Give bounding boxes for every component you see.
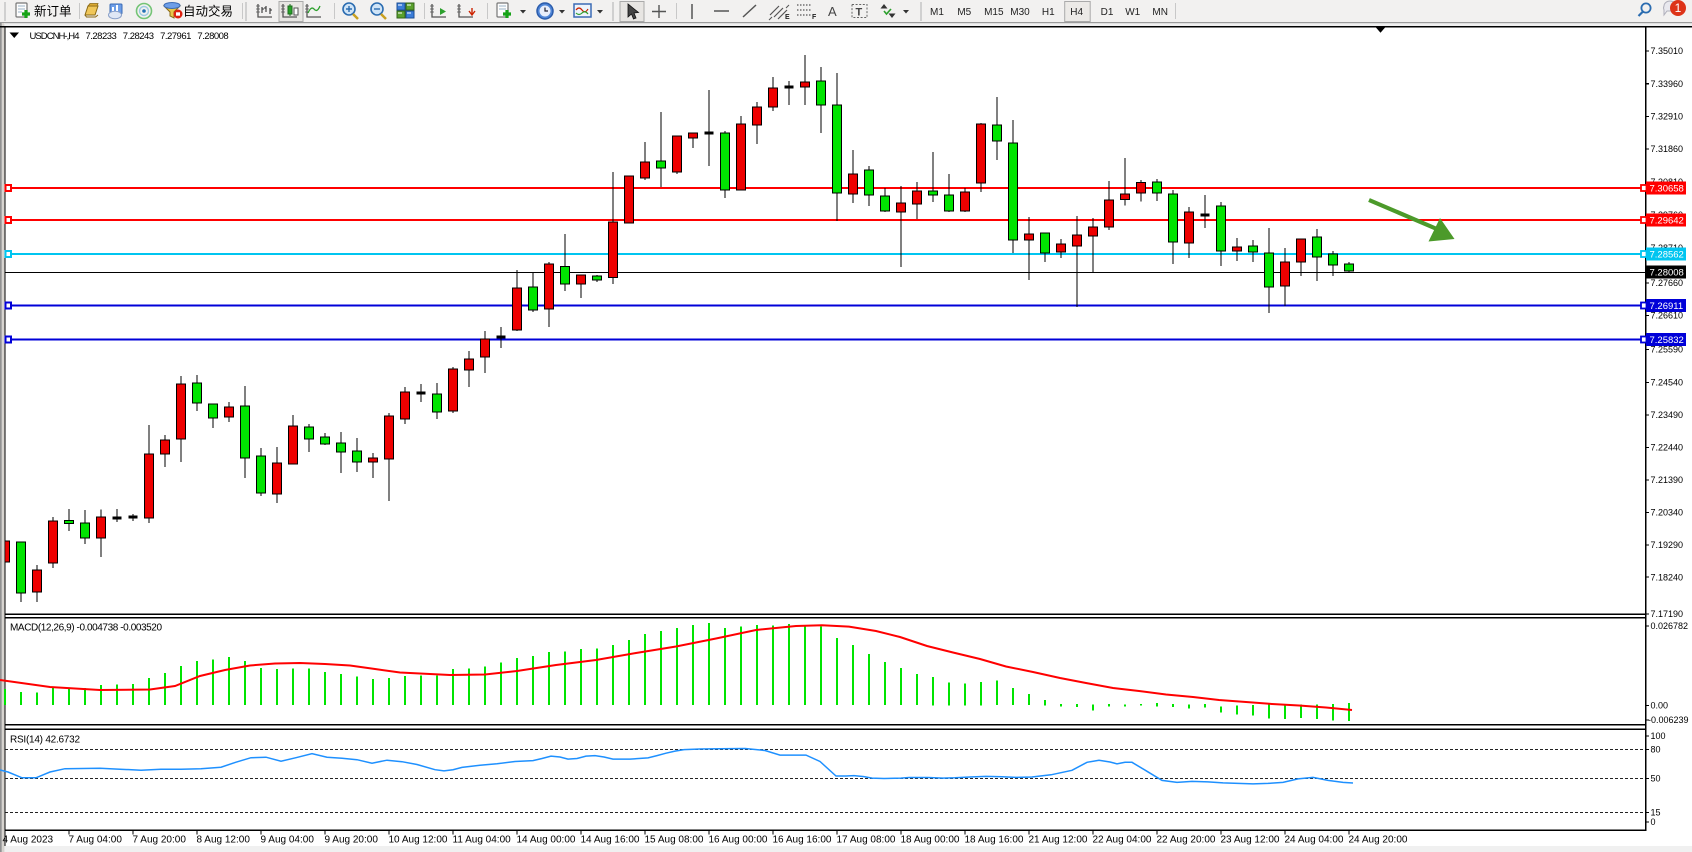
- svg-text:A: A: [828, 4, 837, 19]
- svg-text:50: 50: [1651, 774, 1661, 784]
- svg-text:16 Aug 00:00: 16 Aug 00:00: [709, 835, 768, 846]
- svg-text:16 Aug 16:00: 16 Aug 16:00: [773, 835, 832, 846]
- svg-text:1: 1: [1675, 1, 1682, 15]
- svg-text:15 Aug 08:00: 15 Aug 08:00: [645, 835, 704, 846]
- svg-text:7.29642: 7.29642: [1650, 216, 1684, 227]
- svg-text:7.17190: 7.17190: [1651, 609, 1684, 619]
- svg-text:7 Aug 04:00: 7 Aug 04:00: [69, 835, 123, 846]
- svg-text:E: E: [785, 14, 790, 21]
- svg-text:24 Aug 20:00: 24 Aug 20:00: [1349, 835, 1408, 846]
- svg-text:7.28008: 7.28008: [1650, 268, 1684, 279]
- svg-text:7.28008: 7.28008: [197, 31, 228, 42]
- svg-text:7.32910: 7.32910: [1651, 112, 1684, 122]
- svg-text:M15: M15: [984, 7, 1004, 18]
- svg-text:4 Aug 2023: 4 Aug 2023: [3, 835, 54, 846]
- svg-text:15: 15: [1651, 808, 1661, 818]
- svg-text:22 Aug 04:00: 22 Aug 04:00: [1093, 835, 1152, 846]
- svg-text:0: 0: [1651, 817, 1656, 827]
- svg-text:80: 80: [1651, 745, 1661, 755]
- svg-text:RSI(14) 42.6732: RSI(14) 42.6732: [10, 735, 80, 746]
- svg-text:H1: H1: [1042, 7, 1055, 18]
- svg-text:7.27961: 7.27961: [160, 31, 191, 42]
- svg-text:USDCNH-,H4: USDCNH-,H4: [30, 31, 80, 42]
- svg-text:22 Aug 20:00: 22 Aug 20:00: [1157, 835, 1216, 846]
- svg-text:9 Aug 04:00: 9 Aug 04:00: [261, 835, 315, 846]
- svg-text:7.25832: 7.25832: [1650, 335, 1684, 346]
- svg-text:D1: D1: [1101, 7, 1114, 18]
- svg-text:7.23490: 7.23490: [1651, 410, 1684, 420]
- svg-text:自动交易: 自动交易: [183, 4, 233, 19]
- svg-text:M5: M5: [957, 7, 971, 18]
- svg-text:7.19290: 7.19290: [1651, 540, 1684, 550]
- svg-text:7.26610: 7.26610: [1651, 311, 1684, 321]
- svg-text:14 Aug 00:00: 14 Aug 00:00: [517, 835, 576, 846]
- svg-text:M1: M1: [930, 7, 944, 18]
- svg-text:18 Aug 16:00: 18 Aug 16:00: [965, 835, 1024, 846]
- svg-text:7.30658: 7.30658: [1650, 184, 1684, 195]
- svg-text:7.25590: 7.25590: [1651, 345, 1684, 355]
- svg-text:7.31860: 7.31860: [1651, 144, 1684, 154]
- svg-text:7.33960: 7.33960: [1651, 79, 1684, 89]
- svg-text:7.21390: 7.21390: [1651, 475, 1684, 485]
- svg-text:7.20340: 7.20340: [1651, 508, 1684, 518]
- svg-text:7.28562: 7.28562: [1650, 250, 1684, 261]
- svg-text:100: 100: [1651, 731, 1666, 741]
- svg-text:W1: W1: [1125, 7, 1140, 18]
- svg-text:10 Aug 12:00: 10 Aug 12:00: [389, 835, 448, 846]
- svg-text:7.22440: 7.22440: [1651, 443, 1684, 453]
- svg-text:7.24540: 7.24540: [1651, 378, 1684, 388]
- svg-text:F: F: [812, 14, 817, 21]
- svg-text:MN: MN: [1152, 7, 1168, 18]
- svg-text:7.18240: 7.18240: [1651, 572, 1684, 582]
- svg-text:8 Aug 12:00: 8 Aug 12:00: [197, 835, 251, 846]
- svg-text:23 Aug 12:00: 23 Aug 12:00: [1221, 835, 1280, 846]
- svg-text:H4: H4: [1070, 7, 1083, 18]
- svg-text:7 Aug 20:00: 7 Aug 20:00: [133, 835, 187, 846]
- svg-text:0.00: 0.00: [1651, 701, 1669, 711]
- svg-text:新订单: 新订单: [34, 4, 72, 19]
- svg-text:7.28243: 7.28243: [123, 31, 154, 42]
- svg-text:14 Aug 16:00: 14 Aug 16:00: [581, 835, 640, 846]
- svg-text:24 Aug 04:00: 24 Aug 04:00: [1285, 835, 1344, 846]
- svg-text:18 Aug 00:00: 18 Aug 00:00: [901, 835, 960, 846]
- svg-text:7.26911: 7.26911: [1650, 301, 1684, 312]
- svg-text:7.28233: 7.28233: [86, 31, 117, 42]
- svg-text:M30: M30: [1010, 7, 1030, 18]
- svg-text:7.35010: 7.35010: [1651, 46, 1684, 56]
- svg-text:17 Aug 08:00: 17 Aug 08:00: [837, 835, 896, 846]
- svg-text:MACD(12,26,9) -0.004738 -0.003: MACD(12,26,9) -0.004738 -0.003520: [10, 623, 162, 634]
- svg-text:11 Aug 04:00: 11 Aug 04:00: [453, 835, 512, 846]
- svg-text:T: T: [856, 7, 863, 19]
- svg-text:9 Aug 20:00: 9 Aug 20:00: [325, 835, 379, 846]
- svg-text:-0.006239: -0.006239: [1648, 715, 1689, 725]
- svg-text:0.026782: 0.026782: [1651, 621, 1689, 631]
- svg-text:7.27660: 7.27660: [1651, 278, 1684, 288]
- svg-text:21 Aug 12:00: 21 Aug 12:00: [1029, 835, 1088, 846]
